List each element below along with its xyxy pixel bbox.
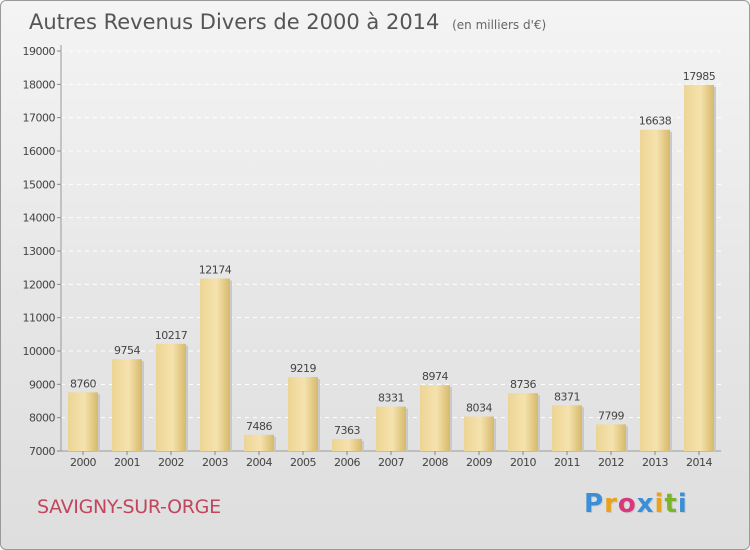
bar-value-label: 8331 xyxy=(378,392,404,405)
bar xyxy=(288,377,318,451)
y-tick-label: 18000 xyxy=(23,78,56,91)
y-tick-label: 9000 xyxy=(29,378,55,391)
bar-value-label: 17985 xyxy=(683,70,716,83)
logo-letter: P xyxy=(584,489,605,519)
x-tick-label: 2010 xyxy=(510,456,536,469)
x-tick-label: 2001 xyxy=(114,456,140,469)
bar xyxy=(376,406,406,451)
y-tick-label: 8000 xyxy=(29,412,55,425)
bar xyxy=(68,392,98,451)
x-tick-label: 2014 xyxy=(686,456,712,469)
bar-value-label: 12174 xyxy=(199,264,232,277)
x-tick-label: 2003 xyxy=(202,456,228,469)
commune-name: SAVIGNY-SUR-ORGE xyxy=(37,496,221,518)
bar xyxy=(244,434,274,451)
logo-letter: i xyxy=(677,489,688,519)
bar-value-label: 9219 xyxy=(290,362,316,375)
x-tick-label: 2000 xyxy=(70,456,96,469)
bar-value-label: 10217 xyxy=(155,329,188,342)
bar-value-label: 7363 xyxy=(334,424,360,437)
bar xyxy=(420,385,450,451)
logo-letter: t xyxy=(664,489,678,519)
bar xyxy=(156,343,186,451)
y-tick-label: 14000 xyxy=(23,212,56,225)
y-tick-label: 16000 xyxy=(23,145,56,158)
logo-letter: i xyxy=(654,489,665,519)
bar-value-label: 8371 xyxy=(554,390,580,403)
bar xyxy=(640,129,670,451)
proxiti-logo: Proxiti xyxy=(584,489,688,519)
bar-value-label: 8974 xyxy=(422,370,448,383)
logo-letter: x xyxy=(636,489,655,519)
bar xyxy=(508,393,538,451)
logo-letter: r xyxy=(604,489,618,519)
x-tick-label: 2002 xyxy=(158,456,184,469)
chart-title: Autres Revenus Divers de 2000 à 2014 (en… xyxy=(29,10,546,34)
y-tick-label: 7000 xyxy=(29,445,55,458)
x-tick-label: 2008 xyxy=(422,456,448,469)
bar xyxy=(464,416,494,451)
x-tick-label: 2007 xyxy=(378,456,404,469)
bar-value-label: 8760 xyxy=(70,377,96,390)
x-tick-label: 2011 xyxy=(554,456,580,469)
bar xyxy=(332,438,362,451)
x-tick-label: 2009 xyxy=(466,456,492,469)
x-tick-label: 2012 xyxy=(598,456,624,469)
bar-value-label: 7799 xyxy=(598,409,624,422)
bar xyxy=(684,84,714,451)
y-tick-label: 19000 xyxy=(23,45,56,58)
x-tick-label: 2006 xyxy=(334,456,360,469)
x-tick-label: 2013 xyxy=(642,456,668,469)
y-tick-label: 17000 xyxy=(23,112,56,125)
chart-title-text: Autres Revenus Divers de 2000 à 2014 xyxy=(29,10,440,34)
bar xyxy=(596,424,626,451)
y-tick-label: 12000 xyxy=(23,278,56,291)
bar xyxy=(552,405,582,451)
bar xyxy=(112,359,142,451)
x-tick-label: 2005 xyxy=(290,456,316,469)
chart-subtitle: (en milliers d'€) xyxy=(452,18,547,32)
bar xyxy=(200,278,230,451)
bar-value-label: 16638 xyxy=(639,115,672,128)
x-tick-label: 2004 xyxy=(246,456,272,469)
bar-value-label: 8736 xyxy=(510,378,536,391)
logo-letter: o xyxy=(617,489,637,519)
y-tick-label: 10000 xyxy=(23,345,56,358)
y-tick-label: 13000 xyxy=(23,245,56,258)
y-tick-label: 11000 xyxy=(23,312,56,325)
y-tick-label: 15000 xyxy=(23,178,56,191)
bar-value-label: 7486 xyxy=(246,420,272,433)
bar-value-label: 8034 xyxy=(466,402,492,415)
bar-value-label: 9754 xyxy=(114,344,140,357)
